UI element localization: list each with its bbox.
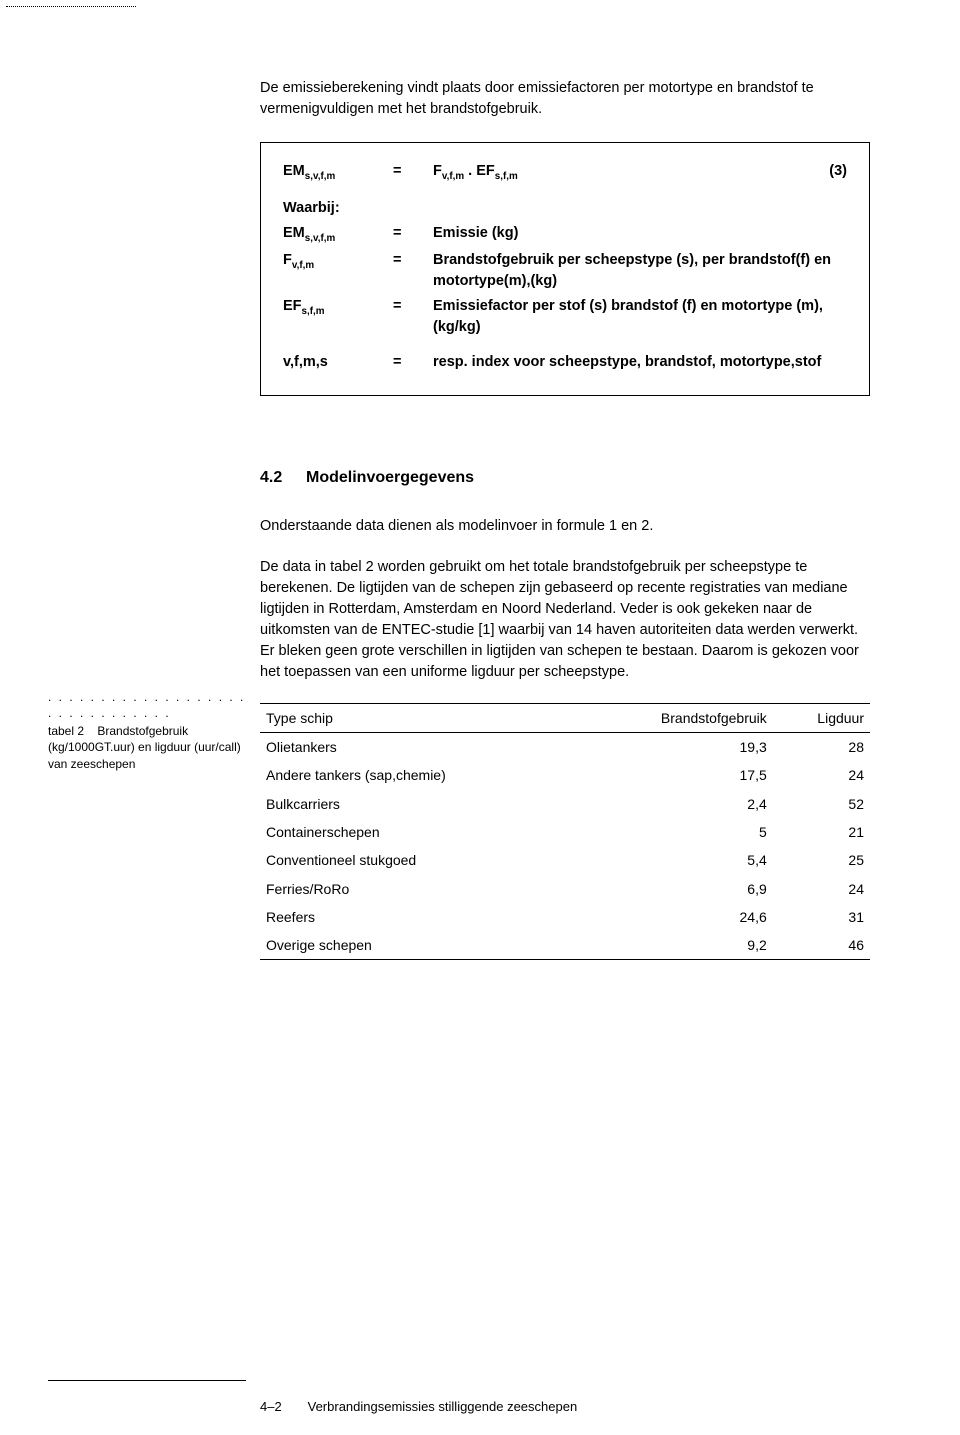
table-header-cell: Ligduur: [773, 703, 870, 732]
formula-equation: EMs,v,f,m = Fv,f,m . EFs,f,m (3): [283, 161, 847, 184]
table-cell: Andere tankers (sap,chemie): [260, 761, 578, 789]
def-eq: =: [393, 296, 433, 338]
table-row: Reefers 24,6 31: [260, 903, 870, 931]
table-cell: 24,6: [578, 903, 773, 931]
section-paragraph-1: Onderstaande data dienen als modelinvoer…: [260, 516, 870, 537]
def-desc: Emissiefactor per stof (s) brandstof (f)…: [433, 296, 847, 338]
table-row: Bulkcarriers 2,4 52: [260, 790, 870, 818]
formula-box: EMs,v,f,m = Fv,f,m . EFs,f,m (3) Waarbij…: [260, 142, 870, 396]
table-cell: Olietankers: [260, 733, 578, 762]
table-cell: 25: [773, 846, 870, 874]
def-sym-sub: s,v,f,m: [305, 233, 335, 244]
formula-rhs-b: EF: [476, 163, 495, 179]
table-cell: 19,3: [578, 733, 773, 762]
table-row: Conventioneel stukgoed 5,4 25: [260, 846, 870, 874]
section-paragraph-2: De data in tabel 2 worden gebruikt om he…: [260, 557, 870, 683]
table-cell: 2,4: [578, 790, 773, 818]
caption-text: tabel 2 Brandstofgebruik (kg/1000GT.uur)…: [48, 723, 248, 772]
caption-dots: . . . . . . . . . . . . . . . . . . . . …: [48, 689, 248, 721]
def-sym-sub: v,f,m: [292, 260, 314, 271]
formula-lhs-sub: s,v,f,m: [305, 171, 335, 182]
def-sym-text: EM: [283, 225, 305, 241]
def-desc: resp. index voor scheepstype, brandstof,…: [433, 352, 847, 373]
def-eq: =: [393, 223, 433, 246]
table-cell: 52: [773, 790, 870, 818]
table-cell: 28: [773, 733, 870, 762]
where-label-text: Waarbij:: [283, 198, 393, 219]
def-eq: =: [393, 250, 433, 292]
table-row: Containerschepen 5 21: [260, 818, 870, 846]
formula-def-row: EFs,f,m = Emissiefactor per stof (s) bra…: [283, 296, 847, 338]
formula-def-sym: EFs,f,m: [283, 296, 393, 338]
table-cell: 31: [773, 903, 870, 931]
section-title: Modelinvoergegevens: [306, 469, 474, 486]
table-cell: Bulkcarriers: [260, 790, 578, 818]
table-caption: . . . . . . . . . . . . . . . . . . . . …: [48, 689, 248, 772]
table-cell: Containerschepen: [260, 818, 578, 846]
table-cell: Ferries/RoRo: [260, 875, 578, 903]
def-desc: Emissie (kg): [433, 223, 847, 246]
formula-def-sym: Fv,f,m: [283, 250, 393, 292]
formula-def-row: EMs,v,f,m = Emissie (kg): [283, 223, 847, 246]
def-sym-text: EF: [283, 298, 302, 314]
table-cell: Conventioneel stukgoed: [260, 846, 578, 874]
table-cell: 24: [773, 875, 870, 903]
table-cell: 46: [773, 931, 870, 960]
section-number: 4.2: [260, 466, 306, 489]
table-cell: 21: [773, 818, 870, 846]
table-cell: 9,2: [578, 931, 773, 960]
formula-tag: (3): [829, 161, 847, 182]
table-header-cell: Brandstofgebruik: [578, 703, 773, 732]
formula-eq-sign: =: [393, 161, 433, 184]
header-dash: [6, 6, 136, 7]
table-cell: Overige schepen: [260, 931, 578, 960]
table-row: Olietankers 19,3 28: [260, 733, 870, 762]
formula-rhs-a-sub: v,f,m: [442, 171, 464, 182]
formula-def-sym: v,f,m,s: [283, 352, 393, 373]
table-row: Ferries/RoRo 6,9 24: [260, 875, 870, 903]
formula-def-row: Fv,f,m = Brandstofgebruik per scheepstyp…: [283, 250, 847, 292]
formula-def-sym: EMs,v,f,m: [283, 223, 393, 246]
table-cell: Reefers: [260, 903, 578, 931]
main-content: De emissieberekening vindt plaats door e…: [260, 0, 870, 960]
formula-where-label: Waarbij:: [283, 198, 847, 219]
footer-page-number: 4–2: [260, 1398, 304, 1417]
table-cell: 5: [578, 818, 773, 846]
data-table-wrap: Type schip Brandstofgebruik Ligduur Olie…: [260, 703, 870, 961]
def-sym-text: F: [283, 252, 292, 268]
formula-rhs-b-sub: s,f,m: [495, 171, 518, 182]
table-cell: 5,4: [578, 846, 773, 874]
table-cell: 6,9: [578, 875, 773, 903]
caption-label: tabel 2: [48, 724, 84, 738]
data-table: Type schip Brandstofgebruik Ligduur Olie…: [260, 703, 870, 961]
intro-paragraph: De emissieberekening vindt plaats door e…: [260, 78, 870, 120]
footer: 4–2 Verbrandingsemissies stilliggende ze…: [260, 1398, 577, 1417]
table-row: Overige schepen 9,2 46: [260, 931, 870, 960]
footer-title: Verbrandingsemissies stilliggende zeesch…: [308, 1399, 578, 1414]
def-sym-sub: s,f,m: [302, 306, 325, 317]
def-desc: Brandstofgebruik per scheepstype (s), pe…: [433, 250, 847, 292]
formula-def-row: v,f,m,s = resp. index voor scheepstype, …: [283, 352, 847, 373]
page: De emissieberekening vindt plaats door e…: [0, 0, 960, 1435]
section-heading: 4.2Modelinvoergegevens: [260, 466, 870, 489]
def-eq: =: [393, 352, 433, 373]
table-cell: 17,5: [578, 761, 773, 789]
formula-dot: .: [464, 163, 476, 179]
formula-lhs-sym: EM: [283, 163, 305, 179]
footer-rule: [48, 1380, 246, 1381]
table-cell: 24: [773, 761, 870, 789]
formula-rhs-a: F: [433, 163, 442, 179]
formula-rhs: Fv,f,m . EFs,f,m (3): [433, 161, 847, 184]
table-row: Andere tankers (sap,chemie) 17,5 24: [260, 761, 870, 789]
table-header-row: Type schip Brandstofgebruik Ligduur: [260, 703, 870, 732]
table-header-cell: Type schip: [260, 703, 578, 732]
def-sym-text: v,f,m,s: [283, 354, 328, 370]
formula-lhs: EMs,v,f,m: [283, 161, 393, 184]
